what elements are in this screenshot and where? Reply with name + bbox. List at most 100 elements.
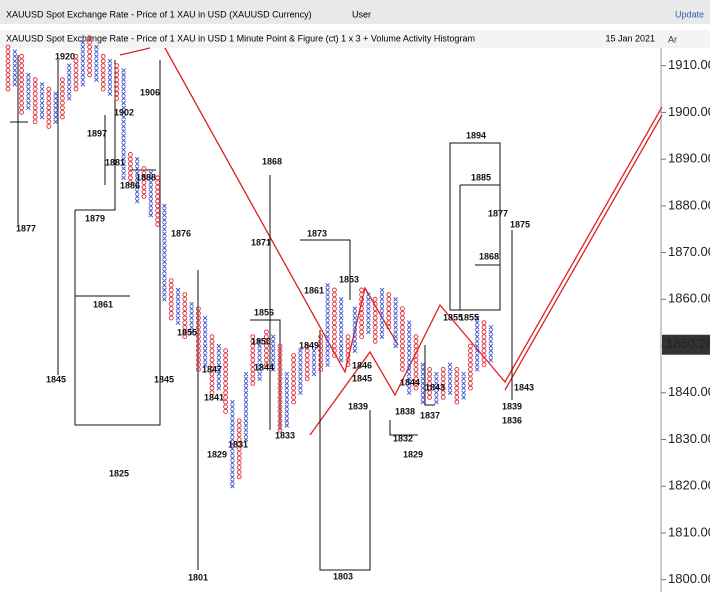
count-label: 1849 xyxy=(299,340,319,350)
y-tick-label: 1830.00 xyxy=(668,431,710,446)
chart-date: 15 Jan 2021 xyxy=(605,33,655,43)
y-tick-label: 1840.00 xyxy=(668,384,710,399)
o-column xyxy=(263,329,269,368)
o-column xyxy=(114,63,120,101)
o-column xyxy=(236,418,242,480)
x-column xyxy=(270,334,276,372)
chart-subtitle: XAUUSD Spot Exchange Rate - Price of 1 X… xyxy=(6,33,475,43)
o-column xyxy=(100,53,106,92)
o-column xyxy=(413,334,419,391)
o-column xyxy=(440,366,446,400)
x-column xyxy=(366,292,371,335)
count-label: 1839 xyxy=(502,401,522,411)
y-tick-label: 1860.00 xyxy=(668,291,710,306)
x-column xyxy=(338,297,344,363)
count-label: 1844 xyxy=(400,377,420,387)
count-label: 1855 xyxy=(177,327,197,337)
x-column xyxy=(26,72,31,111)
count-label: 1833 xyxy=(275,430,295,440)
y-tick-label: 1820.00 xyxy=(668,478,710,493)
o-column xyxy=(250,334,256,386)
count-label: 1885 xyxy=(471,172,491,182)
toolbar xyxy=(0,0,710,24)
o-column xyxy=(481,320,487,368)
count-brackets xyxy=(10,55,513,571)
count-label: 1894 xyxy=(466,130,486,140)
x-column xyxy=(39,82,45,120)
y-tick-label: 1870.00 xyxy=(668,244,710,259)
x-column xyxy=(474,315,480,372)
o-column xyxy=(291,352,297,405)
x-column xyxy=(311,348,317,377)
count-label: 1881 xyxy=(105,157,125,167)
o-column xyxy=(141,166,147,199)
count-label: 1877 xyxy=(488,208,508,218)
count-label: 1832 xyxy=(393,433,413,443)
y-tick-label: 1800.00 xyxy=(668,571,710,586)
x-column xyxy=(66,63,72,101)
x-column xyxy=(488,325,494,363)
o-column xyxy=(345,334,351,368)
count-label: 1845 xyxy=(46,374,66,384)
o-column xyxy=(195,306,201,372)
count-label: 1829 xyxy=(403,449,423,459)
count-label: 1846 xyxy=(352,360,372,370)
count-label: 1803 xyxy=(333,571,353,581)
count-label: 1871 xyxy=(251,237,271,247)
o-column xyxy=(19,53,25,115)
o-column xyxy=(223,348,229,414)
y-tick-label: 1880.00 xyxy=(668,197,710,212)
y-tick-label: 1810.00 xyxy=(668,524,710,539)
update-button[interactable]: Update xyxy=(675,9,704,19)
count-label: 1873 xyxy=(307,228,327,238)
trend-lines xyxy=(119,47,663,436)
o-column xyxy=(209,334,215,396)
count-label: 1825 xyxy=(109,468,129,478)
x-column xyxy=(393,297,398,349)
count-label: 1861 xyxy=(93,299,113,309)
pf-columns xyxy=(5,35,494,489)
count-label: 1876 xyxy=(171,228,191,238)
x-column xyxy=(53,91,58,125)
count-label: 1836 xyxy=(502,415,522,425)
x-column xyxy=(461,371,466,400)
o-column xyxy=(454,366,460,405)
count-label: 1861 xyxy=(304,285,324,295)
count-label: 1844 xyxy=(254,362,274,372)
o-column xyxy=(168,278,174,321)
x-column xyxy=(325,283,330,368)
count-label: 1853 xyxy=(339,274,359,284)
o-column xyxy=(32,77,38,125)
count-label: 1886 xyxy=(120,180,140,190)
o-column xyxy=(399,306,405,372)
x-column xyxy=(148,170,154,218)
o-column xyxy=(182,292,188,340)
count-label: 1838 xyxy=(395,406,415,416)
count-label: 1845 xyxy=(352,373,372,383)
x-column xyxy=(284,371,290,428)
x-column xyxy=(434,371,439,405)
count-label: 1868 xyxy=(262,156,282,166)
o-column xyxy=(331,287,337,358)
o-column xyxy=(277,343,283,433)
last-price-label: 1850.28 xyxy=(666,336,710,351)
x-column xyxy=(257,339,262,382)
user-label: User xyxy=(352,9,371,19)
x-column xyxy=(230,399,235,489)
x-column xyxy=(94,44,99,82)
x-column xyxy=(406,320,412,396)
count-label: 1879 xyxy=(85,213,105,223)
y-tick-label: 1900.00 xyxy=(668,104,710,119)
o-column xyxy=(46,86,52,129)
axis-label: Ar xyxy=(668,34,677,44)
count-label: 1868 xyxy=(479,251,499,261)
count-label: 1843 xyxy=(514,382,534,392)
o-column xyxy=(359,287,365,340)
count-label: 1920 xyxy=(55,51,75,61)
count-label: 1801 xyxy=(188,572,208,582)
x-column xyxy=(352,306,358,353)
count-label: 1850 xyxy=(251,336,271,346)
count-label: 1855 xyxy=(459,312,479,322)
o-column xyxy=(5,44,11,92)
